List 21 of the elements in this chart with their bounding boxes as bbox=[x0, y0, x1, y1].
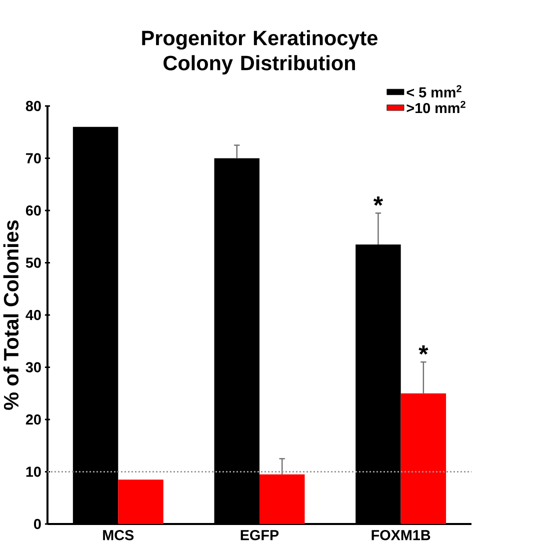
y-tick-label: 20 bbox=[26, 414, 41, 425]
bar bbox=[400, 393, 446, 524]
y-tick-label: 10 bbox=[26, 466, 41, 477]
x-tick-label: EGFP bbox=[240, 530, 279, 540]
legend-label: >10 mm$^{2}$ bbox=[406, 100, 466, 114]
y-tick-label: 50 bbox=[26, 258, 41, 268]
annotation: * bbox=[373, 196, 383, 206]
y-tick-label: 0 bbox=[34, 518, 41, 530]
chart-title: Progenitor Keratinocyte Colony Distribution bbox=[142, 30, 378, 74]
annotation: * bbox=[418, 345, 428, 355]
y-tick-label: 30 bbox=[26, 362, 41, 372]
y-tick-label: 60 bbox=[26, 205, 41, 216]
legend-label: < 5 mm$^{2}$ bbox=[406, 85, 462, 98]
bar bbox=[118, 480, 164, 524]
x-tick-label: MCS bbox=[103, 530, 134, 540]
y-tick-label: 40 bbox=[26, 310, 41, 320]
y-axis-title: % of Total Colonies bbox=[3, 220, 18, 410]
y-tick-label: 80 bbox=[26, 100, 41, 112]
x-tick-label: FOXM1B bbox=[372, 530, 430, 540]
bar bbox=[259, 474, 305, 524]
y-tick-label: 70 bbox=[26, 153, 41, 164]
